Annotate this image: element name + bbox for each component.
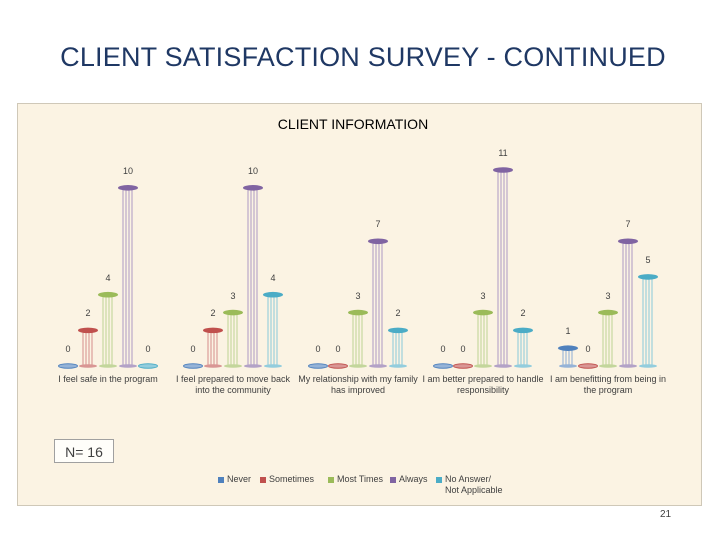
bar-sometimes-5 bbox=[578, 363, 598, 369]
legend-swatch bbox=[260, 476, 266, 483]
value-label: 0 bbox=[335, 344, 341, 354]
bar-sometimes-1 bbox=[78, 327, 98, 368]
bar-never-2 bbox=[183, 363, 203, 369]
value-label: 3 bbox=[605, 290, 611, 301]
bar-always-1 bbox=[118, 185, 138, 368]
value-label: 3 bbox=[480, 290, 486, 301]
value-label: 0 bbox=[190, 344, 196, 354]
value-label: 3 bbox=[355, 290, 361, 301]
bar-never-1 bbox=[58, 363, 78, 369]
value-label: 10 bbox=[122, 165, 133, 176]
value-label: 0 bbox=[440, 344, 446, 354]
value-label: 0 bbox=[585, 344, 591, 354]
page-number: 21 bbox=[660, 509, 672, 520]
bar-never-3 bbox=[308, 363, 328, 369]
bar-never-5 bbox=[558, 345, 578, 368]
bar-no-answer-not-applicable-2 bbox=[263, 291, 283, 368]
bar-sometimes-3 bbox=[328, 363, 348, 369]
value-label: 2 bbox=[85, 308, 91, 319]
legend-swatch bbox=[390, 476, 396, 483]
value-label: 3 bbox=[230, 290, 236, 301]
value-label: 10 bbox=[247, 165, 258, 176]
value-label: 4 bbox=[270, 272, 276, 283]
bar-most-times-3 bbox=[348, 309, 368, 368]
bar-always-2 bbox=[243, 185, 263, 368]
bar-no-answer-not-applicable-4 bbox=[513, 327, 533, 368]
category-label: I feel safe in the program bbox=[58, 374, 158, 384]
bar-always-3 bbox=[368, 238, 388, 368]
bar-no-answer-not-applicable-3 bbox=[388, 327, 408, 368]
sample-size-box: N= 16 bbox=[54, 439, 114, 463]
value-label: 0 bbox=[145, 344, 151, 354]
bar-most-times-4 bbox=[473, 309, 493, 368]
bar-sometimes-4 bbox=[453, 363, 473, 369]
bar-no-answer-not-applicable-5 bbox=[638, 274, 658, 368]
legend-label: Most Times bbox=[337, 474, 384, 484]
legend-item-no-answer-not-applicable: No Answer/Not Applicable bbox=[436, 474, 503, 496]
bar-sometimes-2 bbox=[203, 327, 223, 368]
bar-most-times-5 bbox=[598, 309, 618, 368]
value-label: 2 bbox=[210, 308, 216, 319]
category-label: My relationship with my family has impro… bbox=[298, 374, 418, 395]
legend-swatch bbox=[328, 476, 334, 483]
category-label: I feel prepared to move back into the co… bbox=[175, 374, 291, 395]
value-label: 0 bbox=[460, 344, 466, 354]
legend-label: Never bbox=[227, 474, 252, 484]
bar-never-4 bbox=[433, 363, 453, 369]
legend-label: Always bbox=[399, 474, 428, 484]
value-label: 7 bbox=[625, 219, 631, 230]
chart-panel bbox=[17, 103, 702, 506]
bar-most-times-2 bbox=[223, 309, 243, 368]
value-label: 7 bbox=[375, 219, 381, 230]
category-label: I am better prepared to handle responsib… bbox=[422, 374, 544, 395]
legend-swatch bbox=[436, 476, 442, 483]
bar-no-answer-not-applicable-1 bbox=[138, 363, 158, 369]
legend-item-most-times: Most Times bbox=[328, 474, 383, 485]
legend-swatch bbox=[218, 476, 224, 483]
value-label: 2 bbox=[395, 308, 401, 319]
bar-always-4 bbox=[493, 167, 513, 368]
bar-most-times-1 bbox=[98, 291, 118, 368]
legend-item-sometimes: Sometimes bbox=[260, 474, 314, 485]
legend-item-never: Never bbox=[218, 474, 251, 485]
slide-title: CLIENT SATISFACTION SURVEY - CONTINUED bbox=[60, 42, 666, 72]
legend-label: Sometimes bbox=[269, 474, 315, 484]
value-label: 5 bbox=[645, 254, 651, 265]
chart-title: CLIENT INFORMATION bbox=[277, 116, 429, 132]
value-label: 2 bbox=[520, 308, 526, 319]
value-label: 11 bbox=[498, 148, 508, 158]
legend-label: No Answer/Not Applicable bbox=[445, 474, 503, 495]
category-label: I am benefitting from being in the progr… bbox=[549, 374, 667, 395]
value-label: 4 bbox=[105, 272, 111, 283]
bar-always-5 bbox=[618, 238, 638, 368]
legend-item-always: Always bbox=[390, 474, 428, 485]
value-label: 1 bbox=[565, 326, 571, 337]
value-label: 0 bbox=[315, 344, 321, 354]
value-label: 0 bbox=[65, 344, 71, 354]
